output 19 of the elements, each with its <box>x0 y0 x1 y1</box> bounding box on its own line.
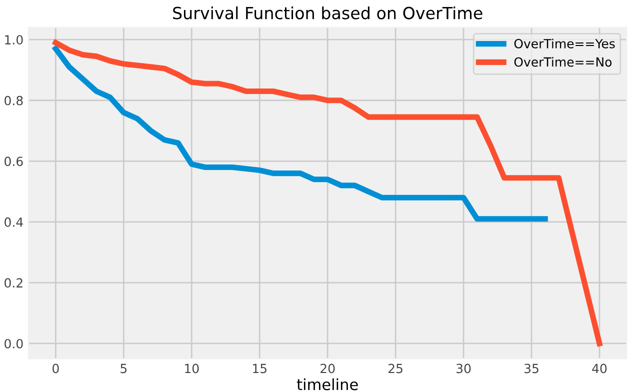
x-tick-label: 15 <box>253 364 266 374</box>
legend-label: OverTime==No <box>514 57 612 67</box>
chart-title: Survival Function based on OverTime <box>173 6 482 20</box>
x-tick-label: 5 <box>120 364 127 374</box>
x-tick-label: 30 <box>456 364 471 374</box>
x-axis-title: timeline <box>296 378 358 390</box>
x-tick-label: 10 <box>185 364 199 374</box>
x-tick-label: 35 <box>524 364 538 374</box>
y-tick-label: 0.0 <box>4 338 23 348</box>
y-tick-label: 1.0 <box>5 35 23 45</box>
x-tick-label: 0 <box>52 364 59 374</box>
y-tick-label: 0.8 <box>4 96 23 106</box>
legend-label: OverTime==Yes <box>514 38 615 48</box>
x-tick-label: 40 <box>592 364 607 374</box>
y-tick-label: 0.6 <box>4 156 23 166</box>
y-tick-label: 0.4 <box>4 217 23 227</box>
x-tick-label: 25 <box>388 364 402 374</box>
x-tick-label: 20 <box>320 364 335 374</box>
y-tick-label: 0.2 <box>4 278 22 288</box>
